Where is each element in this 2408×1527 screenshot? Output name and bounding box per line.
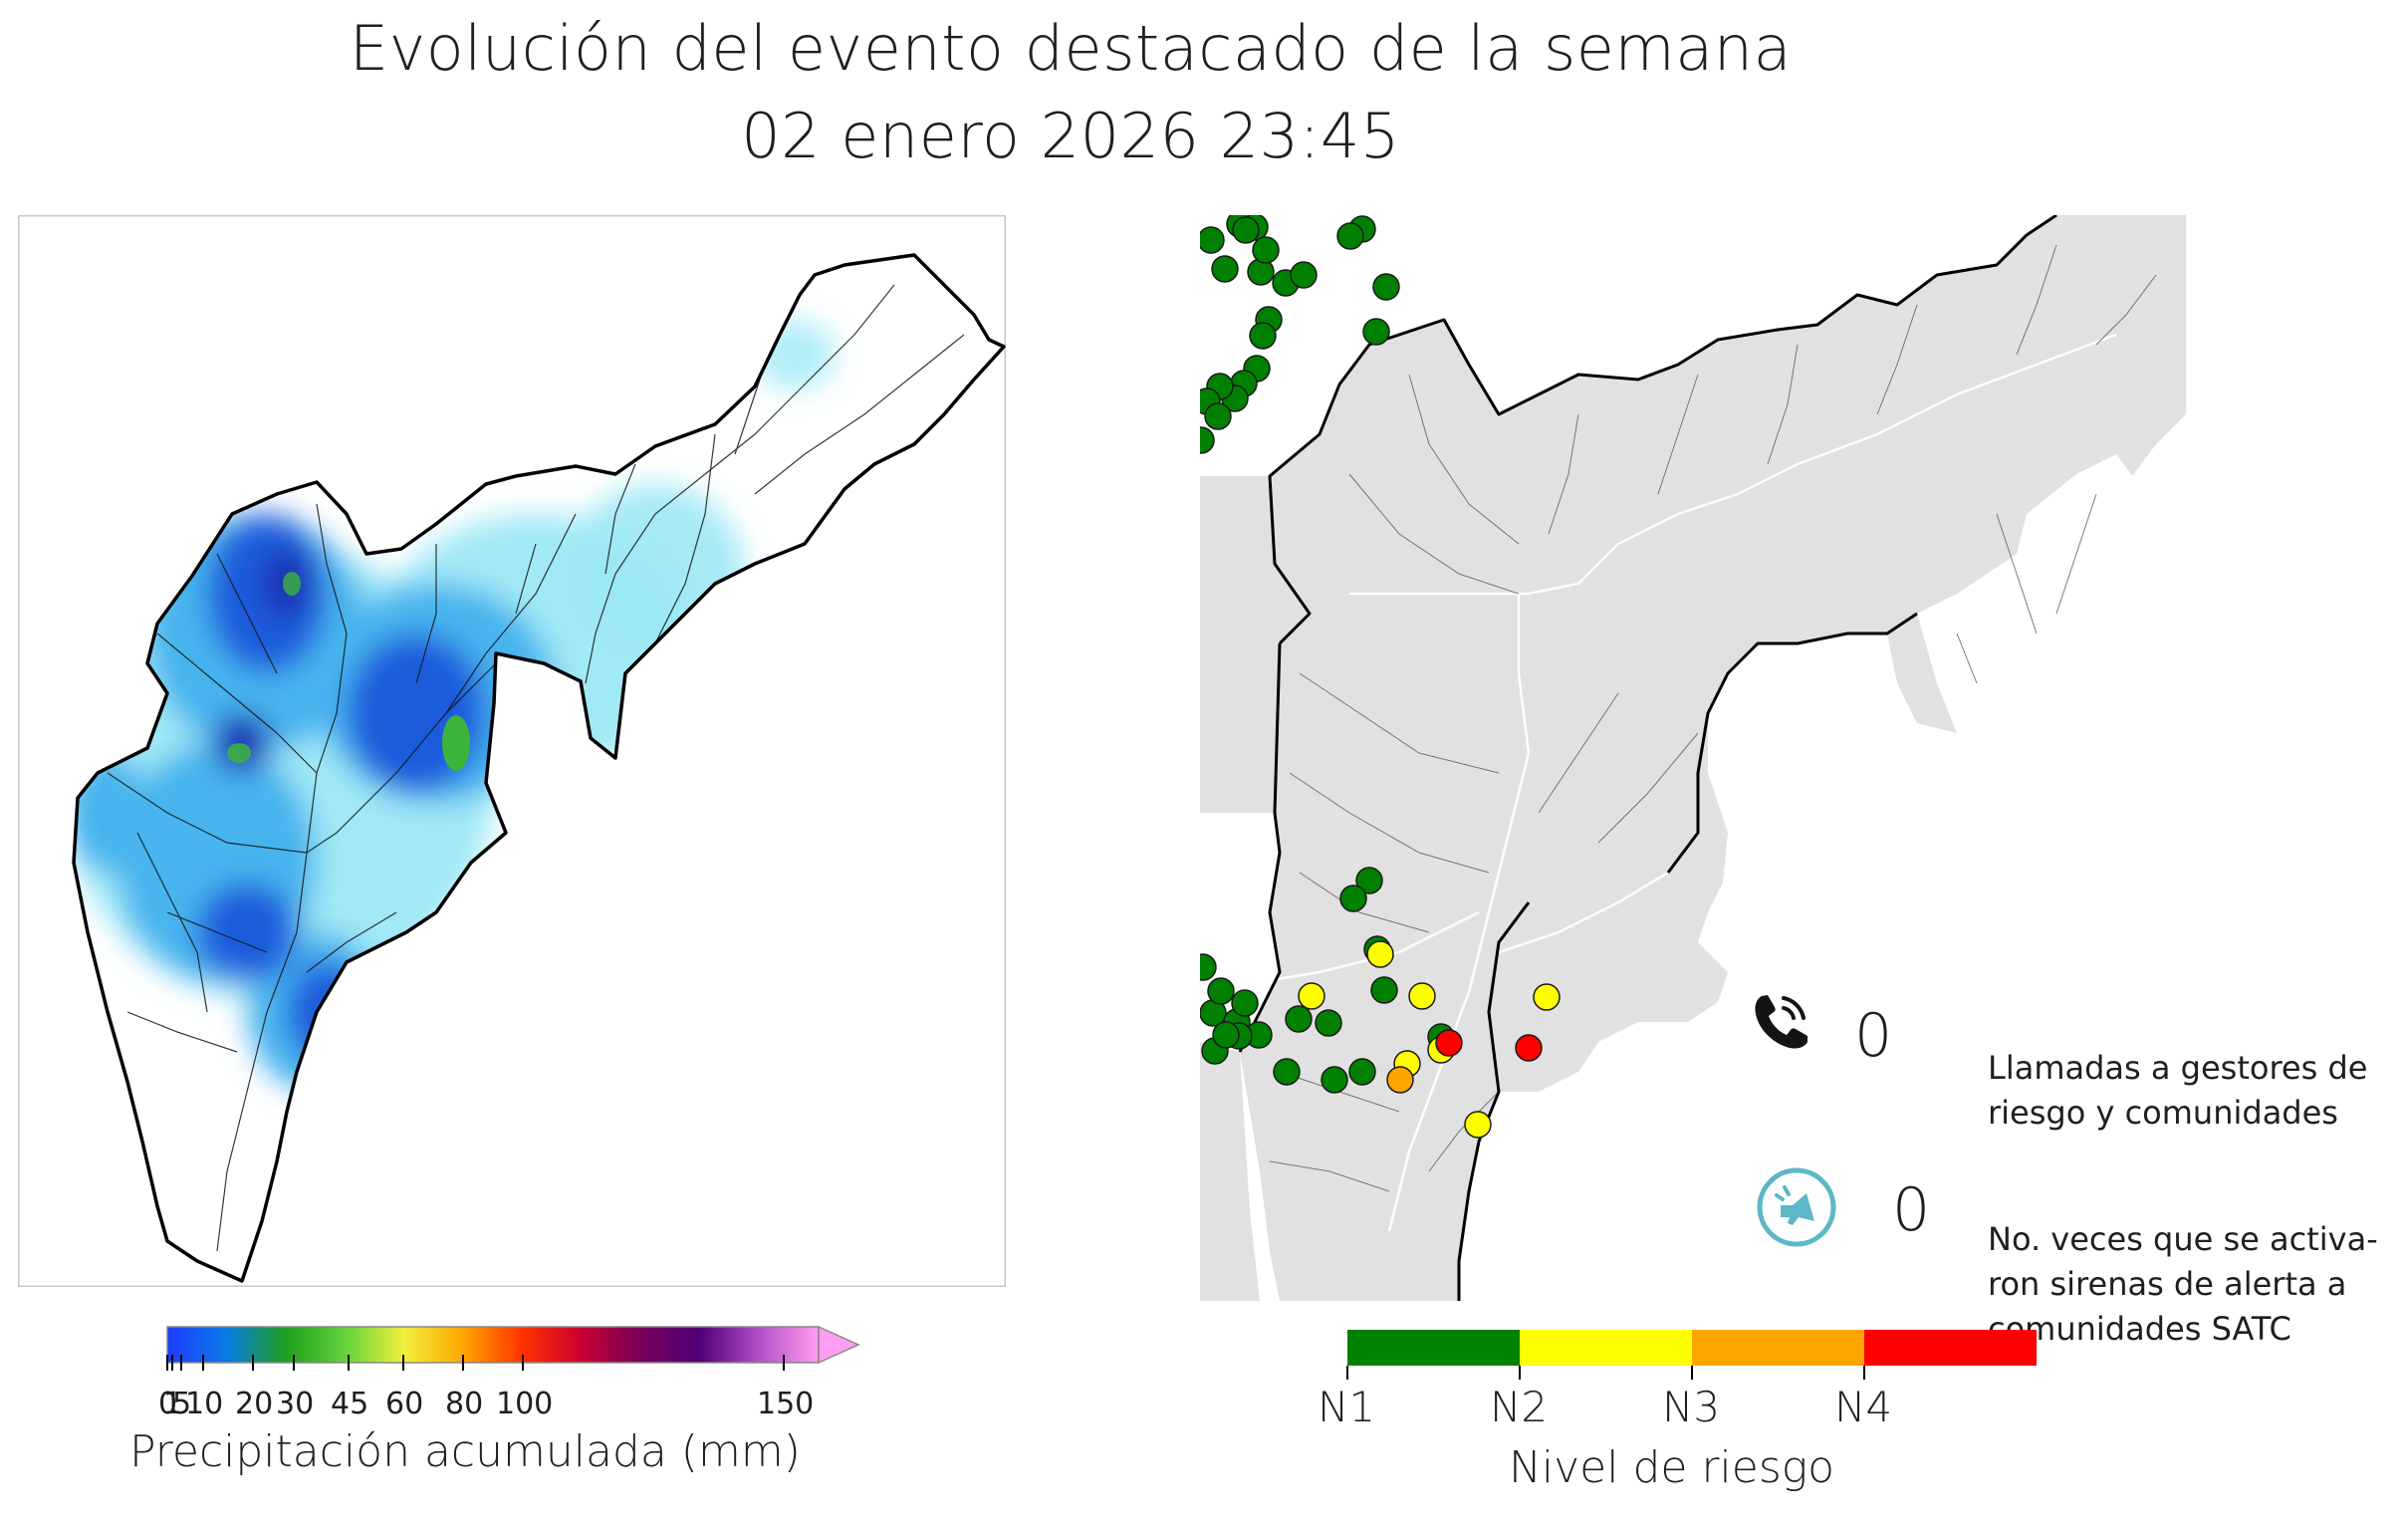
station-marker-n4 [1515, 1034, 1543, 1062]
station-marker-n1 [1285, 1005, 1313, 1033]
station-marker-n1 [1321, 1066, 1348, 1094]
risk-swatch-n3 [1692, 1330, 1864, 1366]
colorbar-tick-label: 10 [185, 1387, 224, 1421]
station-marker-n1 [1372, 273, 1400, 301]
colorbar-tick-label: 20 [235, 1387, 274, 1421]
station-marker-n1 [1348, 1058, 1376, 1086]
river-network-main [1259, 333, 2117, 1232]
station-marker-n1 [1207, 977, 1235, 1005]
precipitation-colorbar [166, 1325, 860, 1371]
station-marker-n1 [1232, 216, 1260, 244]
station-marker-n4 [1435, 1029, 1463, 1057]
basin-boundary [1238, 642, 1282, 1053]
station-marker-n1 [1231, 989, 1259, 1017]
station-marker-n1 [1339, 885, 1367, 912]
station-marker-n3 [1386, 1066, 1414, 1094]
siren-description: No. veces que se activa- ron sirenas de … [1988, 1217, 2406, 1352]
rain-area [442, 715, 470, 771]
colorbar-tick-label: 30 [276, 1387, 315, 1421]
station-marker-n1 [1211, 255, 1239, 283]
rainfall-field [74, 284, 965, 1252]
risk-tick-n3: N3 [1662, 1383, 1721, 1431]
colorbar-ramp [166, 1326, 820, 1364]
tick-mark [1346, 1366, 1348, 1380]
tick-mark [1519, 1366, 1521, 1380]
precipitation-colorbar-label: Precipitación acumulada (mm) [129, 1426, 801, 1477]
colorbar-tick-label: 45 [331, 1387, 369, 1421]
station-marker-n1 [1252, 236, 1280, 264]
basin-boundary [1268, 215, 2057, 645]
basin-boundary [1666, 612, 1918, 874]
rain-area [283, 572, 301, 596]
colorbar-tick-label: 150 [757, 1387, 815, 1421]
station-marker-n1 [1336, 222, 1364, 250]
rain-area [227, 743, 251, 763]
station-marker-n1 [1249, 322, 1277, 350]
risk-tick-n1: N1 [1318, 1383, 1376, 1431]
station-marker-n1 [1204, 402, 1232, 430]
station-marker-n1 [1200, 426, 1215, 454]
station-marker-n2 [1298, 982, 1325, 1010]
risk-colorbar [1347, 1330, 2037, 1366]
station-marker-n1 [1355, 867, 1383, 894]
risk-tick-n2: N2 [1490, 1383, 1549, 1431]
neighbor-region [1200, 476, 1310, 813]
basin-boundary [72, 253, 1006, 1283]
siren-count: 0 [1892, 1175, 1931, 1245]
colorbar-tick-marks [166, 1355, 785, 1371]
station-marker-n1 [1290, 261, 1318, 289]
siren-description-line: No. veces que se activa- [1988, 1220, 2378, 1258]
station-marker-n2 [1408, 982, 1436, 1010]
precipitation-map [18, 215, 1006, 1287]
risk-tick-n4: N4 [1834, 1383, 1893, 1431]
rain-area [214, 713, 270, 773]
colorbar-tick-label: 1 [163, 1387, 183, 1421]
station-marker-n2 [1533, 983, 1561, 1011]
station-marker-n2 [1366, 940, 1394, 968]
calls-description: Llamadas a gestores de riesgo y comunida… [1988, 1049, 2368, 1132]
monitoring-stations [1200, 215, 1561, 1139]
risk-map [1200, 215, 2186, 1301]
river-network [1269, 244, 2157, 1192]
siren-description-line: comunidades SATC [1988, 1310, 2291, 1348]
station-marker-n1 [1370, 976, 1398, 1004]
tick-mark [1691, 1366, 1693, 1380]
figure-title: Evolución del evento destacado de la sem… [349, 12, 1793, 85]
station-marker-n1 [1362, 318, 1390, 346]
station-marker-n2 [1464, 1111, 1492, 1139]
station-marker-n1 [1200, 226, 1225, 254]
rain-area [347, 634, 486, 793]
station-marker-n1 [1315, 1009, 1342, 1037]
siren-icon [1757, 1167, 1836, 1247]
neighbor-region [1200, 1042, 1260, 1301]
colorbar-tick-label: 60 [385, 1387, 424, 1421]
risk-swatch-n1 [1347, 1330, 1520, 1366]
colorbar-tick-label: 0 [158, 1387, 178, 1421]
colorbar-tick-label: 5 [172, 1387, 192, 1421]
river-network [107, 284, 965, 1252]
rain-area [197, 883, 297, 982]
risk-swatch-n2 [1520, 1330, 1692, 1366]
station-marker-n1 [1273, 1058, 1301, 1086]
phone-icon [1755, 995, 1807, 1049]
colorbar-extend-arrow [818, 1325, 860, 1365]
colorbar-tick-label: 100 [496, 1387, 554, 1421]
station-marker-n1 [1212, 1021, 1240, 1049]
risk-colorbar-label: Nivel de riesgo [1509, 1442, 1835, 1493]
station-marker-n1 [1200, 953, 1217, 981]
tick-mark [1863, 1366, 1865, 1380]
calls-count: 0 [1854, 1001, 1893, 1071]
basin-area [1240, 215, 2186, 1301]
siren-description-line: ron sirenas de alerta a [1988, 1265, 2347, 1303]
figure-timestamp: 02 enero 2026 23:45 [741, 100, 1400, 172]
risk-swatch-n4 [1864, 1330, 2037, 1366]
unmonitored-area [1917, 454, 2156, 733]
colorbar-tick-label: 80 [445, 1387, 484, 1421]
